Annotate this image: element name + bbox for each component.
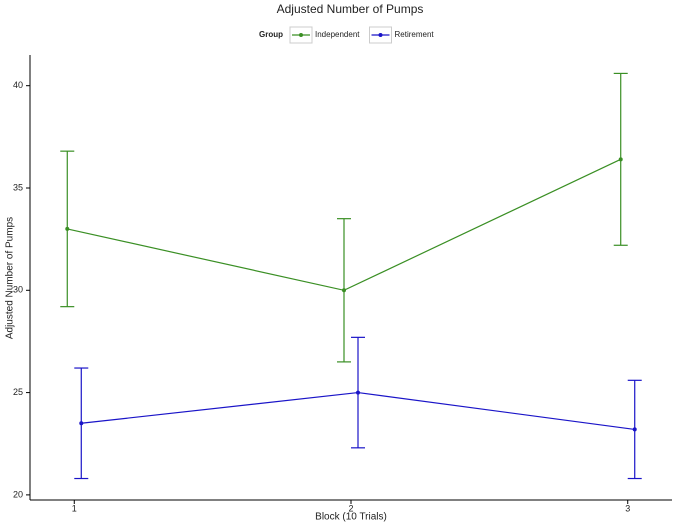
point xyxy=(65,226,70,231)
point xyxy=(342,288,346,293)
point xyxy=(356,390,360,395)
y-tick-label: 25 xyxy=(13,387,23,397)
chart-title: Adjusted Number of Pumps xyxy=(277,2,424,16)
y-tick-label: 30 xyxy=(13,285,23,295)
x-axis-title: Block (10 Trials) xyxy=(315,512,387,523)
legend-key-point xyxy=(299,33,303,37)
legend-label: Retirement xyxy=(395,30,435,39)
y-axis-title: Adjusted Number of Pumps xyxy=(5,217,16,339)
x-tick-label: 2 xyxy=(348,503,353,513)
x-tick-label: 3 xyxy=(625,503,630,513)
point xyxy=(79,421,84,426)
point xyxy=(618,157,623,162)
y-tick-label: 35 xyxy=(13,182,23,192)
point xyxy=(632,427,637,432)
y-tick-label: 20 xyxy=(13,489,23,499)
legend-title: Group xyxy=(259,30,283,39)
legend-label: Independent xyxy=(315,30,360,39)
x-tick-label: 1 xyxy=(72,503,77,513)
legend-key-point xyxy=(378,33,383,37)
y-tick-label: 40 xyxy=(13,80,23,90)
